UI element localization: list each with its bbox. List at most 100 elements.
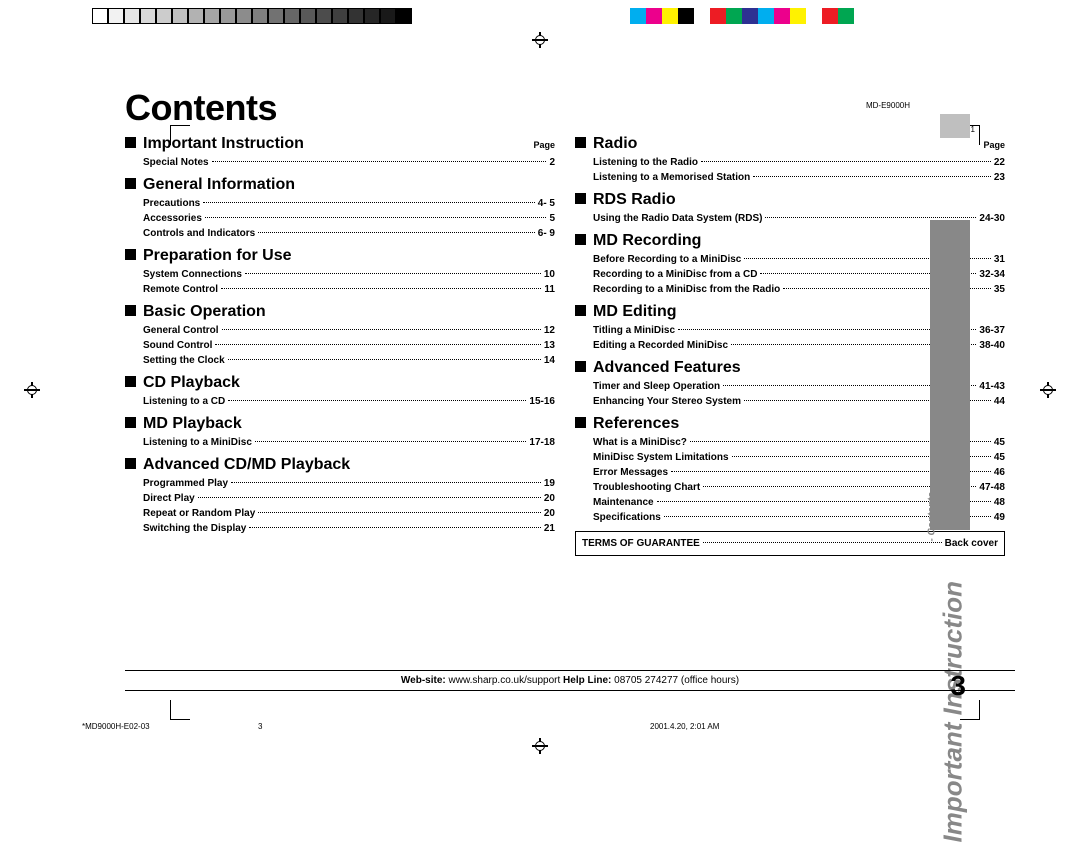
leader-dots	[228, 359, 541, 360]
side-heading: Important Instruction	[937, 581, 968, 842]
section-bullet-icon	[125, 178, 136, 189]
toc-entry-label: Maintenance	[593, 495, 654, 510]
toc-entry-label: System Connections	[143, 267, 242, 282]
contents-column-left: Important InstructionPage Special Notes2 G…	[125, 135, 555, 556]
toc-entry: Listening to the Radio22	[575, 155, 1005, 170]
toc-entry-label: Switching the Display	[143, 521, 246, 536]
toc-entry-label: Special Notes	[143, 155, 209, 170]
toc-entry: Listening to a MiniDisc17-18	[125, 435, 555, 450]
section-title: CD Playback	[143, 374, 555, 392]
toc-entry-label: Precautions	[143, 196, 200, 211]
section-title: Basic Operation	[143, 303, 555, 321]
toc-entry-page: 15-16	[529, 394, 555, 409]
terms-label: TERMS OF GUARANTEE	[582, 536, 700, 551]
toc-entry-label: Sound Control	[143, 338, 212, 353]
leader-dots	[198, 497, 541, 498]
toc-entry: Direct Play20	[125, 491, 555, 506]
section-bullet-icon	[125, 249, 136, 260]
toc-entry-label: Error Messages	[593, 465, 668, 480]
toc-entry: Repeat or Random Play20	[125, 506, 555, 521]
toc-entry-page: 5	[549, 211, 555, 226]
toc-entry: Switching the Display 21	[125, 521, 555, 536]
toc-entry: Listening to a CD15-16	[125, 394, 555, 409]
leader-dots	[245, 273, 541, 274]
toc-entry-label: Listening to a Memorised Station	[593, 170, 750, 185]
section-bullet-icon	[125, 458, 136, 469]
toc-entry-page: 19	[544, 476, 555, 491]
toc-entry: Accessories5	[125, 211, 555, 226]
leader-dots	[258, 232, 535, 233]
toc-entry-page: 6- 9	[538, 226, 555, 241]
section-bullet-icon	[575, 417, 586, 428]
toc-section: Basic Operation General Control12Sound Co…	[125, 303, 555, 368]
toc-entry-label: Troubleshooting Chart	[593, 480, 700, 495]
section-bullet-icon	[575, 361, 586, 372]
section-bullet-icon	[575, 305, 586, 316]
footer-help: 08705 274277 (office hours)	[611, 675, 739, 686]
toc-entry-page: 46	[994, 465, 1005, 480]
section-bullet-icon	[575, 234, 586, 245]
footer-bar: Web-site: www.sharp.co.uk/support Help L…	[125, 670, 1015, 691]
leader-dots	[228, 400, 526, 401]
toc-entry-label: Recording to a MiniDisc from the Radio	[593, 282, 780, 297]
section-bullet-icon	[125, 137, 136, 148]
toc-entry-page: 14	[544, 353, 555, 368]
section-bullet-icon	[125, 376, 136, 387]
toc-entry: Special Notes2	[125, 155, 555, 170]
toc-entry-page: 20	[544, 506, 555, 521]
toc-entry: Remote Control 11	[125, 282, 555, 297]
toc-entry-page: 36-37	[979, 323, 1005, 338]
toc-entry-page: 41-43	[979, 379, 1005, 394]
registration-mark-icon	[1040, 382, 1056, 398]
section-bullet-icon	[125, 417, 136, 428]
toc-section: General InformationPrecautions4- 5Access…	[125, 176, 555, 241]
toc-entry-label: What is a MiniDisc?	[593, 435, 687, 450]
section-title: Important Instruction	[143, 135, 533, 153]
toc-entry-page: 10	[544, 267, 555, 282]
toc-entry-label: Titling a MiniDisc	[593, 323, 675, 338]
leader-dots	[753, 176, 991, 177]
toc-entry-label: General Control	[143, 323, 219, 338]
toc-entry: General Control12	[125, 323, 555, 338]
section-title: Radio	[593, 135, 983, 153]
section-title: Preparation for Use	[143, 247, 555, 265]
toc-entry: System Connections 10	[125, 267, 555, 282]
registration-mark-icon	[532, 738, 548, 754]
leader-dots	[701, 161, 991, 162]
toc-entry-page: 23	[994, 170, 1005, 185]
toc-entry-label: Listening to the Radio	[593, 155, 698, 170]
toc-entry: Programmed Play 19	[125, 476, 555, 491]
footer-web: www.sharp.co.uk/support	[446, 675, 563, 686]
leader-dots	[212, 161, 547, 162]
toc-entry-label: Recording to a MiniDisc from a CD	[593, 267, 757, 282]
toc-entry-page: 48	[994, 495, 1005, 510]
grayscale-bar	[92, 8, 412, 24]
leader-dots	[231, 482, 541, 483]
toc-entry-page: 4- 5	[538, 196, 555, 211]
toc-entry-label: Editing a Recorded MiniDisc	[593, 338, 728, 353]
toc-entry-label: Remote Control	[143, 282, 218, 297]
footer-help-label: Help Line:	[563, 675, 611, 686]
leader-dots	[215, 344, 540, 345]
toc-entry-page: 44	[994, 394, 1005, 409]
toc-entry-page: 38-40	[979, 338, 1005, 353]
toc-entry-label: Programmed Play	[143, 476, 228, 491]
toc-entry-page: 17-18	[529, 435, 555, 450]
toc-entry-page: 49	[994, 510, 1005, 525]
toc-entry-page: 11	[544, 282, 555, 297]
imprint-page: 3	[258, 722, 262, 731]
toc-section: Important InstructionPage Special Notes2	[125, 135, 555, 170]
toc-section: RadioPage Listening to the Radio22Listeni…	[575, 135, 1005, 185]
page-column-label: Page	[533, 140, 555, 150]
imprint-filename: *MD9000H-E02-03	[82, 722, 150, 731]
section-bullet-icon	[575, 193, 586, 204]
leader-dots	[221, 288, 541, 289]
page: Contents MD-E9000H 1 Important Instructi…	[100, 70, 980, 720]
section-title: MD Playback	[143, 415, 555, 433]
toc-entry-page: 45	[994, 435, 1005, 450]
toc-entry-page: 13	[544, 338, 555, 353]
toc-entry-page: 21	[544, 521, 555, 536]
side-subheading: - Contents -	[927, 486, 938, 542]
toc-entry-page: 35	[994, 282, 1005, 297]
page-column-label: Page	[983, 140, 1005, 150]
